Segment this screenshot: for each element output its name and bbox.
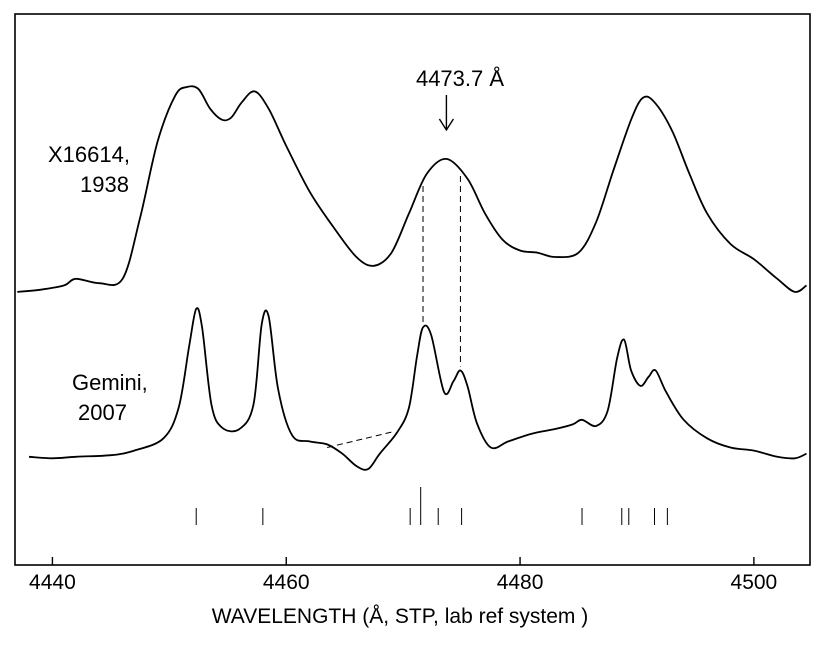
series-label-1938-line1: X16614,: [48, 142, 130, 167]
x-tick-label-3: 4500: [731, 571, 778, 594]
series-label-2007-line2: 2007: [78, 400, 127, 425]
plot-frame: [14, 13, 811, 566]
x-tick-label-0: 4440: [29, 571, 76, 594]
peak-annotation: 4473.7 Å: [416, 66, 504, 91]
x-tick-label-2: 4480: [497, 571, 544, 594]
x-tick-label-1: 4460: [263, 571, 310, 594]
series-line-1: [28, 307, 807, 471]
annotation-arrow-head: [438, 118, 454, 132]
series-label-2007-line1: Gemini,: [72, 370, 148, 395]
x-axis-label: WAVELENGTH (Å, STP, lab ref system ): [212, 605, 589, 628]
series-line-0: [17, 85, 808, 293]
continuum-dashed-line: [327, 431, 392, 449]
chart-marks: 4440 4460 4480 4500: [17, 85, 808, 594]
series-label-1938-line2: 1938: [80, 172, 129, 197]
